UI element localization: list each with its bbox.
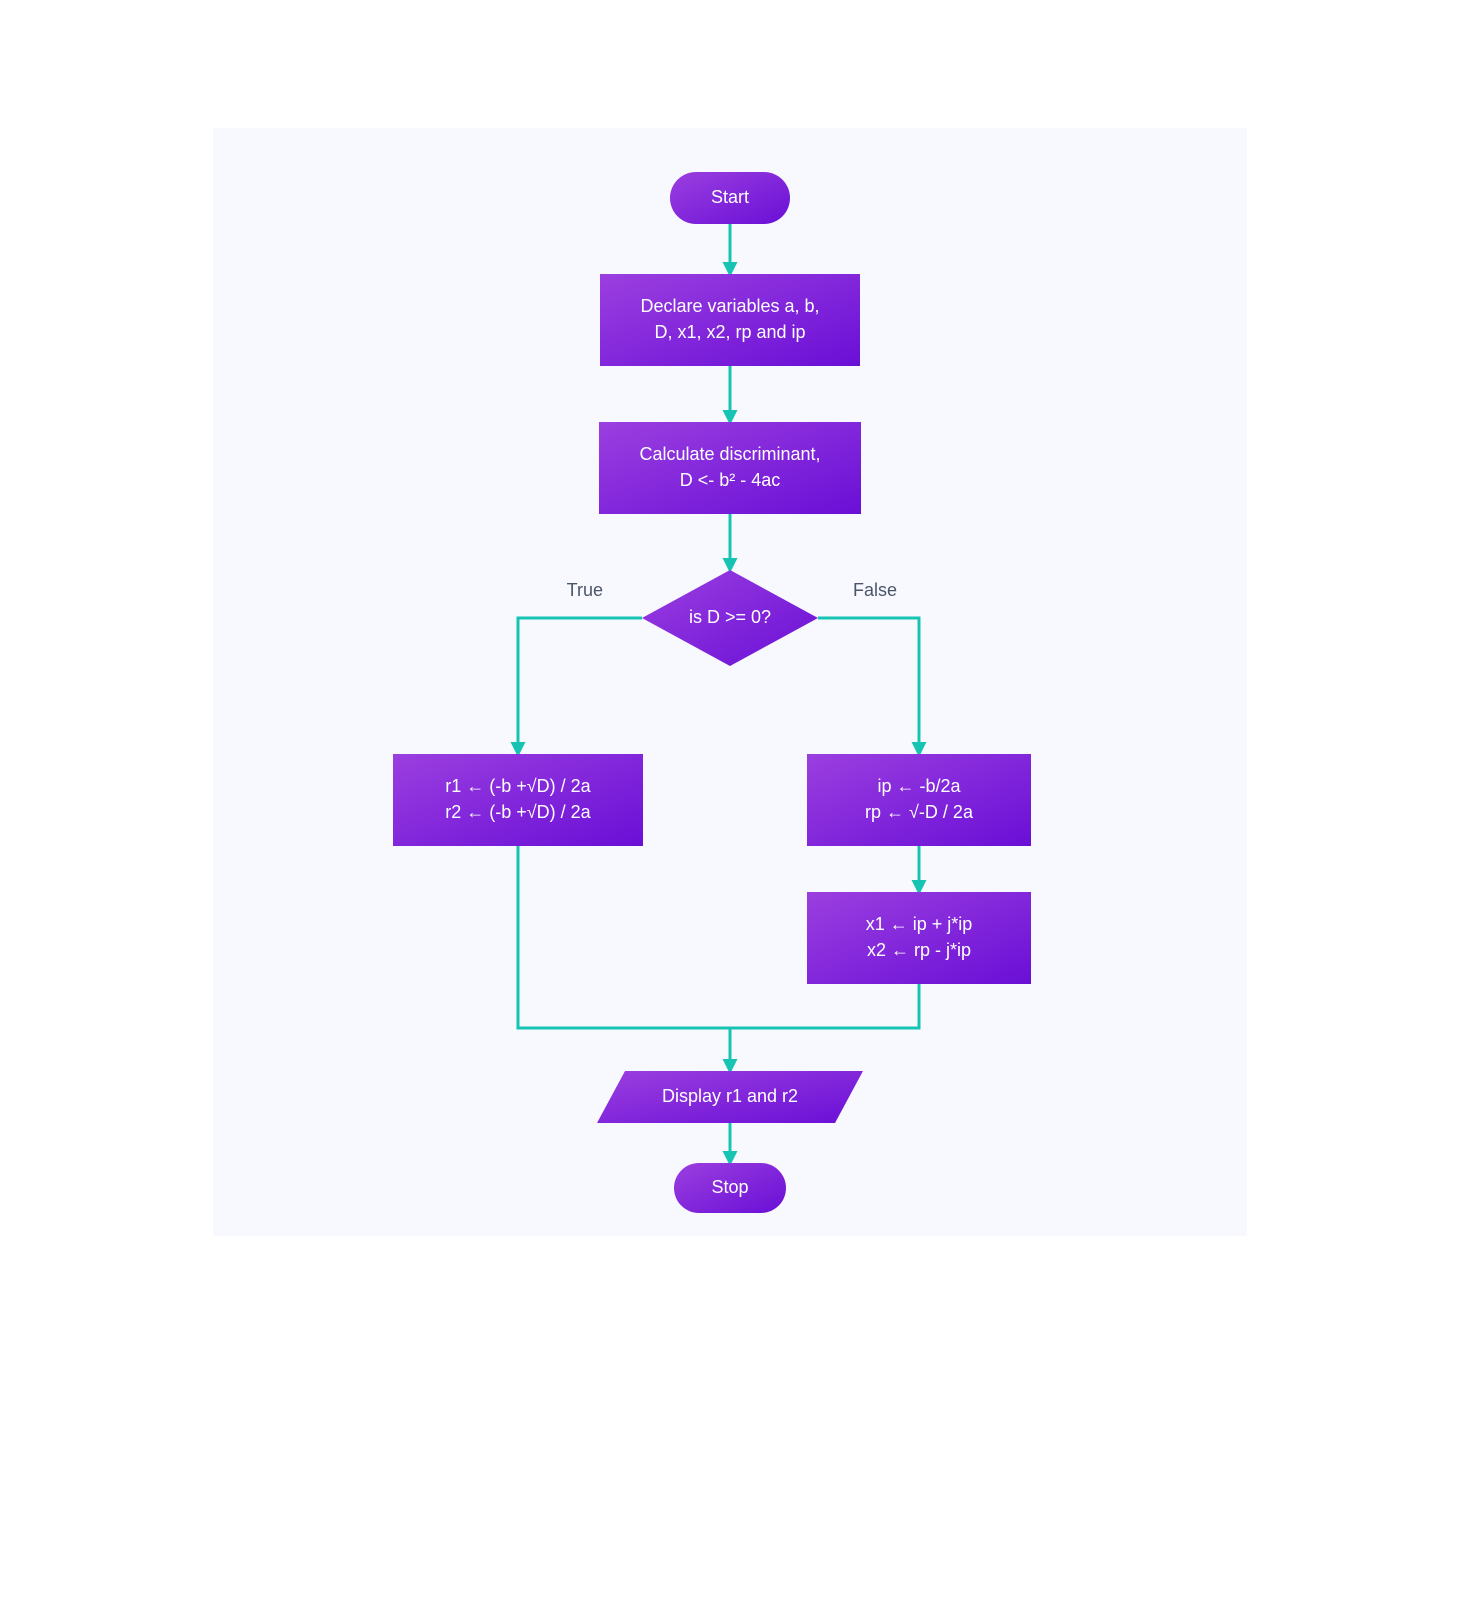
node-decision: is D >= 0? <box>642 570 818 666</box>
node-calc: Calculate discriminant,D <- b² - 4ac <box>599 422 861 514</box>
node-shape-x_block <box>807 892 1031 984</box>
edge <box>730 984 919 1028</box>
node-declare: Declare variables a, b,D, x1, x2, rp and… <box>600 274 860 366</box>
node-text: Start <box>711 187 749 207</box>
node-text: Display r1 and r2 <box>662 1086 798 1106</box>
node-x_block: x1 ← ip + j*ipx2 ← rp - j*ip <box>807 892 1031 984</box>
flowchart-svg: True False Start Declare variables a, b,D, … <box>213 128 1247 1236</box>
node-text: Stop <box>711 1177 748 1197</box>
node-shape-false_b <box>807 754 1031 846</box>
node-false_b: ip ← -b/2arp ← √-D / 2a <box>807 754 1031 846</box>
node-shape-declare <box>600 274 860 366</box>
node-shape-true_b <box>393 754 643 846</box>
node-start: Start <box>670 172 790 224</box>
edge <box>818 618 919 754</box>
edge <box>518 846 730 1071</box>
node-true_b: r1 ← (-b +√D) / 2ar2 ← (-b +√D) / 2a <box>393 754 643 846</box>
node-display: Display r1 and r2 <box>597 1071 863 1123</box>
flowchart-canvas: True False Start Declare variables a, b,D, … <box>213 128 1247 1236</box>
node-text: is D >= 0? <box>689 607 771 627</box>
edge <box>518 618 642 754</box>
edge-label-true: True <box>567 580 603 600</box>
node-shape-calc <box>599 422 861 514</box>
edge-label-false: False <box>853 580 897 600</box>
node-stop: Stop <box>674 1163 786 1213</box>
